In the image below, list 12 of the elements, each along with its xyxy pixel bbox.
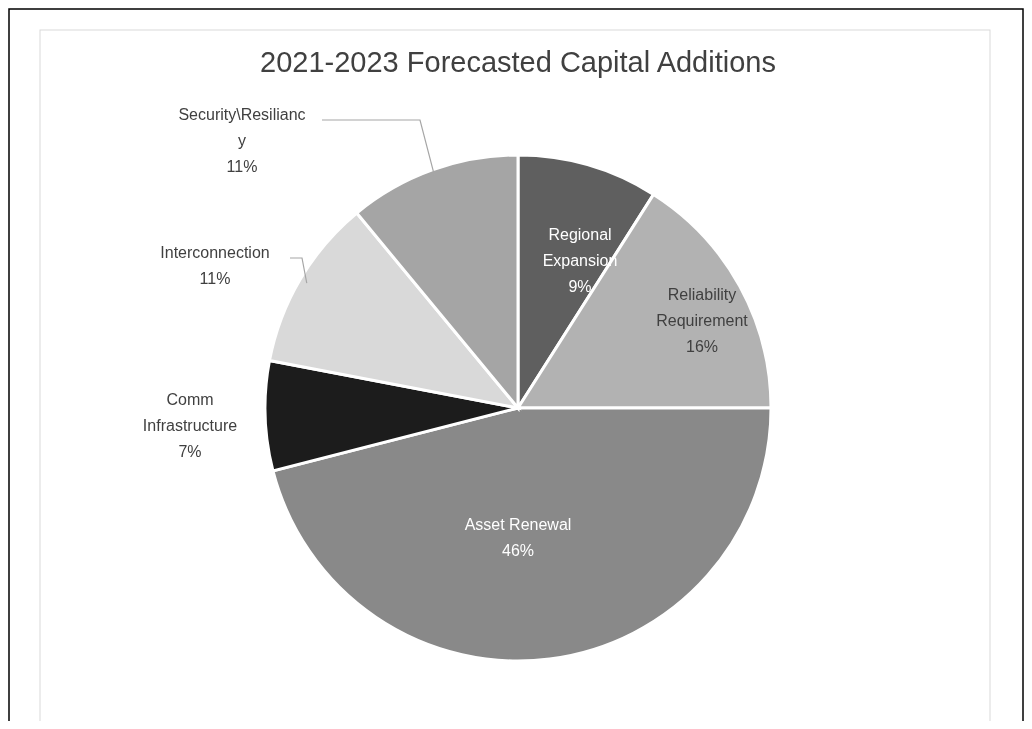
slice-label: Security\Resiliancy <box>178 106 306 149</box>
data-label: 46% <box>501 542 535 559</box>
data-label: 9% <box>568 278 592 295</box>
slice-label: Interconnection <box>160 244 270 261</box>
slice-label: Asset Renewal <box>464 516 572 533</box>
data-label: 11% <box>226 158 258 175</box>
chart-title: 2021-2023 Forecasted Capital Additions <box>260 46 776 78</box>
slice-label: Reliability Requirement <box>656 286 749 329</box>
data-label: 7% <box>178 443 202 460</box>
slice-label: Comm Infrastructure <box>142 391 238 434</box>
data-label: 16% <box>685 338 719 355</box>
data-label: 11% <box>199 270 231 287</box>
